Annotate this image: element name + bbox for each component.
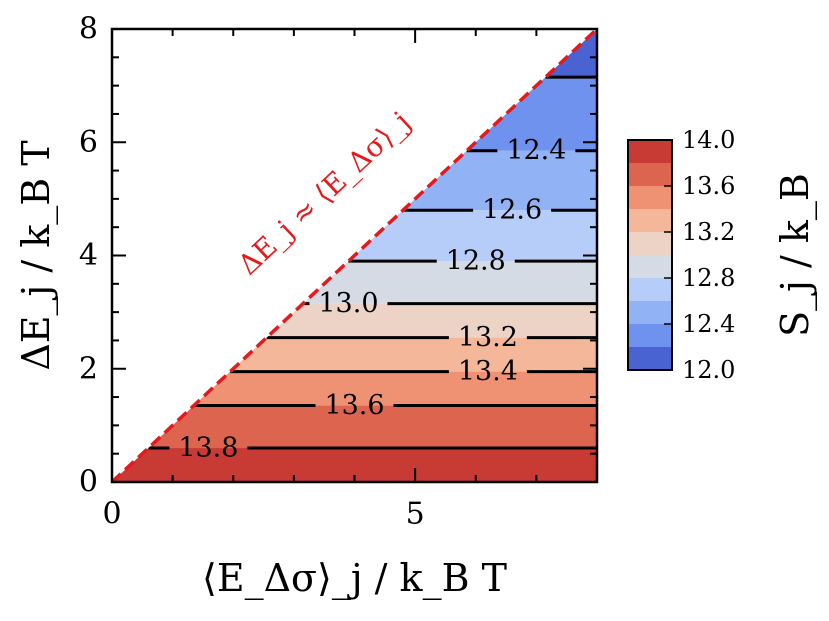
colorbar-segment	[628, 301, 672, 325]
y-tick-label: 4	[79, 238, 98, 273]
contour-labels: 13.8 13.6 13.413.2 13.0 12.8 12.6 12.4	[178, 135, 566, 463]
colorbar-frame	[627, 139, 673, 371]
colorbar-segment	[628, 163, 672, 187]
diagonal-line	[110, 27, 599, 484]
contour-band	[112, 405, 597, 449]
contour-label: 13.0	[318, 288, 378, 319]
y-tick-label: 8	[79, 12, 98, 47]
colorbar-segment	[628, 186, 672, 210]
y-tick-label: 6	[79, 125, 98, 160]
colorbar-segment	[628, 209, 672, 233]
contour-band	[112, 337, 597, 372]
colorbar: 14.0 13.6 13.2 12.8 12.4 12.0 S_j / k_B	[627, 126, 818, 384]
colorbar-tick-label: 12.8	[682, 264, 735, 292]
colorbar-tick-label: 14.0	[682, 126, 735, 154]
contour-label: 13.8	[178, 433, 238, 464]
y-axis-label: ΔE_j / k_B T	[14, 140, 59, 370]
contour-lines	[148, 75, 597, 450]
colorbar-segment	[628, 232, 672, 256]
y-tick-label: 2	[79, 351, 98, 386]
colorbar-tick-label: 13.6	[682, 172, 735, 200]
colorbar-segment	[628, 278, 672, 302]
contour-label: 12.6	[482, 195, 542, 226]
contour-band	[112, 29, 597, 78]
x-tick-label: 0	[102, 497, 121, 532]
contour-label: 13.4	[458, 356, 518, 387]
colorbar-tick-label: 12.0	[682, 356, 735, 384]
x-axis-label: ⟨E_Δσ⟩_j / k_B T	[202, 556, 507, 601]
colorbar-segment	[628, 140, 672, 164]
y-tick-label: 0	[79, 465, 98, 500]
colorbar-tick-label: 13.2	[682, 218, 735, 246]
x-tick-label: 5	[406, 497, 425, 532]
colorbar-segment	[628, 347, 672, 371]
contour-label: 12.8	[446, 246, 506, 277]
colorbar-tick-label: 12.4	[682, 310, 735, 338]
colorbar-segment	[628, 255, 672, 279]
contour-label: 13.6	[324, 390, 384, 421]
colorbar-segment	[628, 324, 672, 348]
colorbar-label: S_j / k_B	[773, 173, 818, 337]
contour-label: 12.4	[506, 135, 566, 166]
axis-ticks	[111, 28, 598, 483]
contour-label: 13.2	[458, 322, 518, 353]
